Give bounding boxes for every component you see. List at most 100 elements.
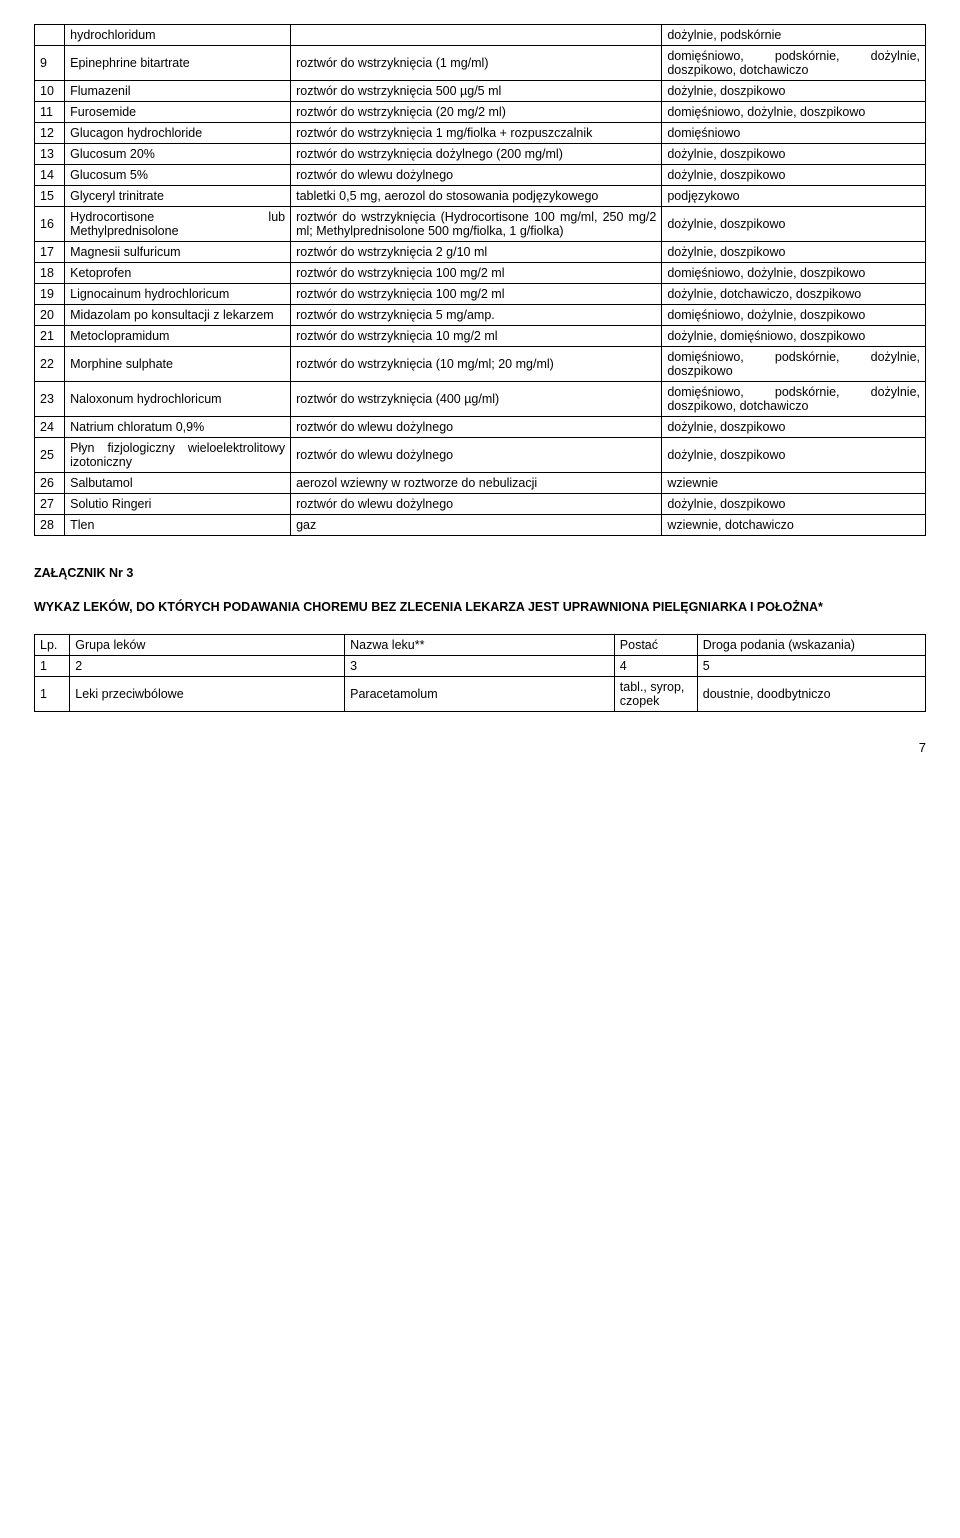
- drug-route: podjęzykowo: [662, 186, 926, 207]
- table2-header-row: Lp. Grupa leków Nazwa leku** Postać Drog…: [35, 635, 926, 656]
- table2-cell-route: doustnie, doodbytniczo: [697, 677, 925, 712]
- annex-heading: ZAŁĄCZNIK Nr 3: [34, 566, 926, 580]
- table2-num-2: 2: [70, 656, 345, 677]
- table-row: 22Morphine sulphateroztwór do wstrzyknię…: [35, 347, 926, 382]
- row-number: 21: [35, 326, 65, 347]
- row-number: 26: [35, 473, 65, 494]
- drug-route: dożylnie, doszpikowo: [662, 494, 926, 515]
- drug-name: Solutio Ringeri: [65, 494, 291, 515]
- drug-name: Salbutamol: [65, 473, 291, 494]
- drug-route: dożylnie, doszpikowo: [662, 207, 926, 242]
- drug-route: domięśniowo, podskórnie, dożylnie, doszp…: [662, 347, 926, 382]
- table-row: 18Ketoprofenroztwór do wstrzyknięcia 100…: [35, 263, 926, 284]
- drug-name: Natrium chloratum 0,9%: [65, 417, 291, 438]
- drug-route: domięśniowo, dożylnie, doszpikowo: [662, 102, 926, 123]
- drug-form: [291, 25, 662, 46]
- row-number: 20: [35, 305, 65, 326]
- row-number: 19: [35, 284, 65, 305]
- table-row: 27Solutio Ringeriroztwór do wlewu dożyln…: [35, 494, 926, 515]
- drug-name: Epinephrine bitartrate: [65, 46, 291, 81]
- table-row: 15Glyceryl trinitratetabletki 0,5 mg, ae…: [35, 186, 926, 207]
- drug-form: roztwór do wstrzyknięcia (1 mg/ml): [291, 46, 662, 81]
- table-row: 11Furosemideroztwór do wstrzyknięcia (20…: [35, 102, 926, 123]
- drug-form: roztwór do wstrzyknięcia (Hydrocortisone…: [291, 207, 662, 242]
- row-number: [35, 25, 65, 46]
- row-number: 17: [35, 242, 65, 263]
- table2-cell-form: tabl., syrop, czopek: [614, 677, 697, 712]
- drug-name: Flumazenil: [65, 81, 291, 102]
- drug-name: Glucagon hydrochloride: [65, 123, 291, 144]
- table-row: 20Midazolam po konsultacji z lekarzemroz…: [35, 305, 926, 326]
- row-number: 18: [35, 263, 65, 284]
- table2-header-drugname: Nazwa leku**: [345, 635, 615, 656]
- table2-header-route: Droga podania (wskazania): [697, 635, 925, 656]
- drug-name: Płyn fizjologiczny wieloelektrolitowy iz…: [65, 438, 291, 473]
- table-row: 21Metoclopramidumroztwór do wstrzyknięci…: [35, 326, 926, 347]
- row-number: 11: [35, 102, 65, 123]
- row-number: 14: [35, 165, 65, 186]
- drug-form: roztwór do wstrzyknięcia 5 mg/amp.: [291, 305, 662, 326]
- drug-name: hydrochloridum: [65, 25, 291, 46]
- drug-name: Metoclopramidum: [65, 326, 291, 347]
- table2-cell-group: Leki przeciwbólowe: [70, 677, 345, 712]
- row-number: 28: [35, 515, 65, 536]
- drug-name: Hydrocortisone lub Methylprednisolone: [65, 207, 291, 242]
- row-number: 25: [35, 438, 65, 473]
- table2-num-4: 4: [614, 656, 697, 677]
- table2-header-lp: Lp.: [35, 635, 70, 656]
- drug-route: domięśniowo, podskórnie, dożylnie, doszp…: [662, 46, 926, 81]
- drug-name: Furosemide: [65, 102, 291, 123]
- drug-name: Ketoprofen: [65, 263, 291, 284]
- table-row: 16Hydrocortisone lub Methylprednisoloner…: [35, 207, 926, 242]
- table2-header-form: Postać: [614, 635, 697, 656]
- drug-route: dożylnie, domięśniowo, doszpikowo: [662, 326, 926, 347]
- drug-name: Glucosum 20%: [65, 144, 291, 165]
- annex-subheading: WYKAZ LEKÓW, DO KTÓRYCH PODAWANIA CHOREM…: [34, 600, 926, 614]
- drug-form: roztwór do wlewu dożylnego: [291, 494, 662, 515]
- medication-table-2: Lp. Grupa leków Nazwa leku** Postać Drog…: [34, 634, 926, 712]
- table-row: 14Glucosum 5%roztwór do wlewu dożylnegod…: [35, 165, 926, 186]
- table2-cell-lp: 1: [35, 677, 70, 712]
- page-number: 7: [34, 740, 926, 755]
- row-number: 9: [35, 46, 65, 81]
- drug-route: wziewnie: [662, 473, 926, 494]
- drug-form: roztwór do wlewu dożylnego: [291, 165, 662, 186]
- table-row: 10Flumazenilroztwór do wstrzyknięcia 500…: [35, 81, 926, 102]
- table2-num-5: 5: [697, 656, 925, 677]
- table-row: 23Naloxonum hydrochloricumroztwór do wst…: [35, 382, 926, 417]
- table-row: 24Natrium chloratum 0,9%roztwór do wlewu…: [35, 417, 926, 438]
- drug-route: domięśniowo, dożylnie, doszpikowo: [662, 263, 926, 284]
- drug-route: dożylnie, doszpikowo: [662, 165, 926, 186]
- table-row: 28Tlengazwziewnie, dotchawiczo: [35, 515, 926, 536]
- row-number: 27: [35, 494, 65, 515]
- drug-form: roztwór do wstrzyknięcia 10 mg/2 ml: [291, 326, 662, 347]
- medication-table-1: hydrochloridum dożylnie, podskórnie 9Epine…: [34, 24, 926, 536]
- row-number: 13: [35, 144, 65, 165]
- drug-route: domięśniowo, dożylnie, doszpikowo: [662, 305, 926, 326]
- table2-cell-drugname: Paracetamolum: [345, 677, 615, 712]
- table-row: hydrochloridum dożylnie, podskórnie: [35, 25, 926, 46]
- row-number: 22: [35, 347, 65, 382]
- drug-name: Morphine sulphate: [65, 347, 291, 382]
- drug-route: dożylnie, doszpikowo: [662, 242, 926, 263]
- row-number: 16: [35, 207, 65, 242]
- drug-form: roztwór do wstrzyknięcia (20 mg/2 ml): [291, 102, 662, 123]
- drug-form: tabletki 0,5 mg, aerozol do stosowania p…: [291, 186, 662, 207]
- table-row: 26Salbutamolaerozol wziewny w roztworze …: [35, 473, 926, 494]
- drug-route: dożylnie, doszpikowo: [662, 81, 926, 102]
- drug-name: Lignocainum hydrochloricum: [65, 284, 291, 305]
- drug-route: dożylnie, dotchawiczo, doszpikowo: [662, 284, 926, 305]
- drug-route: domięśniowo, podskórnie, dożylnie, doszp…: [662, 382, 926, 417]
- drug-name: Naloxonum hydrochloricum: [65, 382, 291, 417]
- drug-form: roztwór do wstrzyknięcia 2 g/10 ml: [291, 242, 662, 263]
- drug-route: domięśniowo: [662, 123, 926, 144]
- drug-route: dożylnie, podskórnie: [662, 25, 926, 46]
- row-number: 23: [35, 382, 65, 417]
- drug-route: dożylnie, doszpikowo: [662, 417, 926, 438]
- table2-row: 1 Leki przeciwbólowe Paracetamolum tabl.…: [35, 677, 926, 712]
- drug-name: Glucosum 5%: [65, 165, 291, 186]
- row-number: 10: [35, 81, 65, 102]
- drug-name: Magnesii sulfuricum: [65, 242, 291, 263]
- table-row: 19Lignocainum hydrochloricumroztwór do w…: [35, 284, 926, 305]
- table2-num-3: 3: [345, 656, 615, 677]
